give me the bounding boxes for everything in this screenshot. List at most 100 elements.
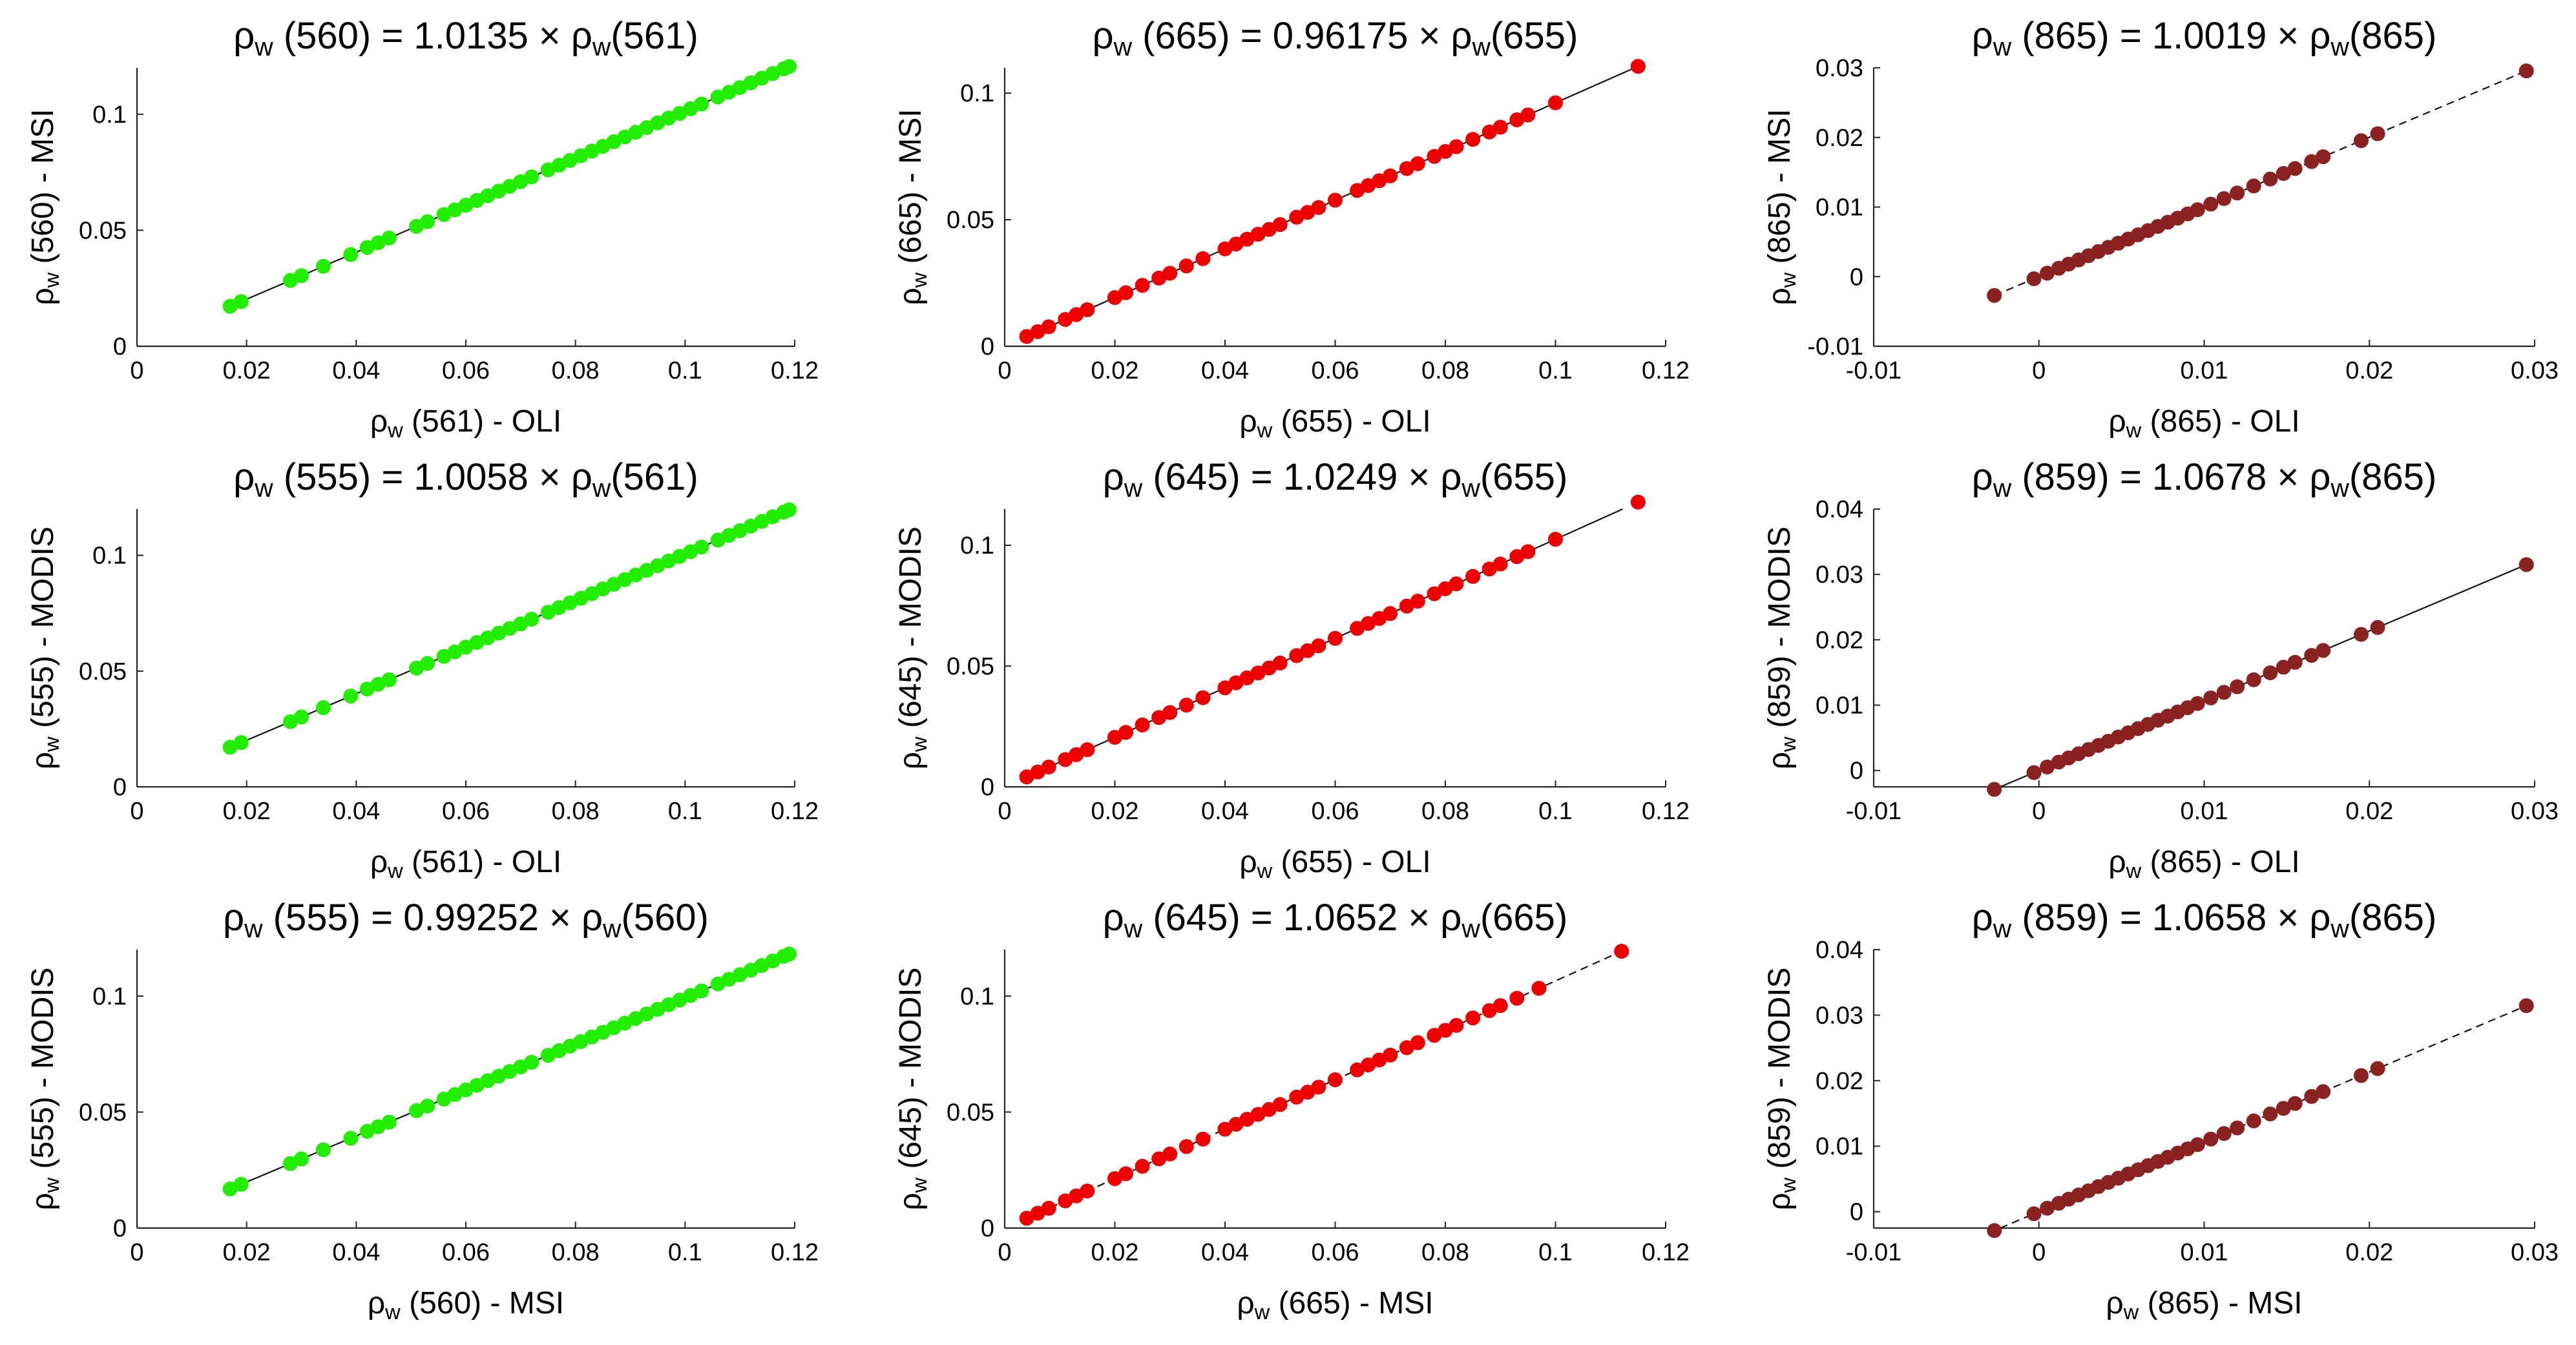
title-paren-close: ) [1555, 897, 1567, 939]
data-point [1614, 944, 1629, 959]
title-rho: ρ [223, 897, 244, 939]
data-points [222, 59, 797, 314]
title-rho: ρ [1972, 897, 1993, 939]
ylabel-rho: ρ [894, 1193, 928, 1210]
ylabel-paren-close: ) [26, 1088, 60, 1107]
data-point [1178, 258, 1194, 274]
x-tick-label: 0.02 [1091, 1239, 1139, 1266]
title-paren-open: ( [1142, 897, 1165, 939]
x-tick-label: 0 [998, 357, 1011, 384]
data-point [343, 688, 359, 704]
x-tick-label: 0.01 [2181, 798, 2228, 825]
title-subscript: w [2330, 474, 2349, 503]
x-tick-label: 0.12 [1642, 1239, 1690, 1266]
xlabel-sensor: - MSI [1359, 1286, 1434, 1320]
data-point [1520, 544, 1536, 559]
y-tick-label: 0.05 [79, 658, 127, 685]
xlabel-wavelength: 665 [1289, 1286, 1341, 1320]
x-tick-label: 0.02 [223, 1239, 271, 1266]
title-space [2299, 456, 2309, 498]
title-paren-open: ( [1132, 15, 1155, 57]
title-equation: = 1.0249 × [1251, 456, 1430, 498]
x-tick-label: 0.08 [1421, 357, 1469, 384]
title-paren-close: ) [359, 456, 381, 498]
x-tick-label: 0.06 [442, 1239, 490, 1266]
x-tick-label: 0.1 [1538, 357, 1573, 384]
data-point [1118, 725, 1134, 740]
x-tick-label: 0.12 [771, 357, 819, 384]
y-tick-label: 0 [981, 774, 994, 801]
x-tick-label: 0.02 [1091, 798, 1139, 825]
data-point [294, 1151, 309, 1167]
y-tick-label: 0 [1850, 758, 1863, 785]
y-tick-label: 0.05 [947, 207, 994, 234]
title-subscript: w [1471, 33, 1491, 61]
data-point [1987, 287, 2002, 303]
y-tick-label: 0.04 [1816, 937, 1863, 964]
xlabel-wavelength: 655 [1292, 404, 1343, 439]
x-tick-label: 0.03 [2511, 357, 2559, 384]
x-tick-label: 0.08 [552, 1239, 600, 1266]
ylabel-paren-close: ) [26, 647, 60, 666]
y-tick-label: 0.03 [1816, 1002, 1863, 1029]
data-point [315, 1142, 331, 1158]
x-axis-label: ρw (665) - MSI [1237, 1286, 1433, 1324]
title-wavelength-2: 561 [623, 15, 686, 57]
title-paren-open: ( [611, 15, 623, 57]
data-point [2203, 196, 2219, 212]
data-point [2316, 149, 2331, 165]
title-paren-open: ( [2011, 897, 2034, 939]
xlabel-paren-open: ( [2139, 1286, 2157, 1320]
xlabel-paren-close: ) [474, 845, 492, 879]
x-tick-label: 0.06 [1312, 1239, 1359, 1266]
title-wavelength-1: 560 [296, 15, 359, 57]
y-tick-label: 0.05 [947, 1099, 994, 1126]
data-point [420, 1098, 435, 1114]
data-point [2518, 998, 2534, 1014]
title-space [561, 456, 571, 498]
x-tick-label: 0 [130, 1239, 143, 1266]
y-tick-label: 0.1 [960, 80, 994, 107]
panel-title: ρw (859) = 1.0678 × ρw(865) [1972, 456, 2437, 503]
y-tick-label: 0.02 [1816, 627, 1863, 654]
title-paren-open: ( [621, 897, 633, 939]
x-tick-label: 0.1 [668, 1239, 702, 1266]
data-point [2316, 643, 2331, 658]
x-tick-label: 0 [130, 357, 143, 384]
ylabel-rho: ρ [1763, 1193, 1797, 1210]
data-point [1520, 107, 1536, 123]
data-point [1135, 278, 1150, 293]
title-subscript: w [1124, 915, 1143, 943]
title-paren-close: ) [1228, 897, 1250, 939]
data-point [315, 700, 331, 715]
title-wavelength-2: 560 [634, 897, 696, 939]
data-point [1118, 285, 1134, 300]
data-point [343, 247, 359, 262]
ylabel-wavelength: 560 [26, 202, 60, 253]
title-paren-open: ( [263, 897, 286, 939]
x-tick-label: 0.03 [2511, 1239, 2559, 1266]
x-tick-label: 0.06 [442, 357, 490, 384]
y-tick-label: 0.03 [1816, 561, 1863, 589]
x-tick-label: 0.02 [2345, 357, 2393, 384]
title-paren-open: ( [2349, 456, 2361, 498]
title-paren-open: ( [2011, 456, 2034, 498]
title-wavelength-1: 859 [2035, 456, 2097, 498]
y-tick-label: 0.05 [79, 1099, 127, 1126]
ylabel-rho: ρ [1763, 752, 1797, 769]
xlabel-sensor: - OLI [492, 404, 561, 439]
data-point [2263, 171, 2278, 187]
data-point [2026, 271, 2042, 286]
ylabel-paren-open: ( [26, 1158, 60, 1177]
xlabel-rho: ρ [368, 1286, 385, 1320]
ylabel-subscript: w [39, 1177, 63, 1193]
data-point [1410, 594, 1425, 609]
data-points [1987, 998, 2534, 1238]
data-point [1630, 494, 1646, 510]
x-tick-label: 0.04 [332, 357, 380, 384]
ylabel-sensor: - MODIS [26, 527, 60, 647]
